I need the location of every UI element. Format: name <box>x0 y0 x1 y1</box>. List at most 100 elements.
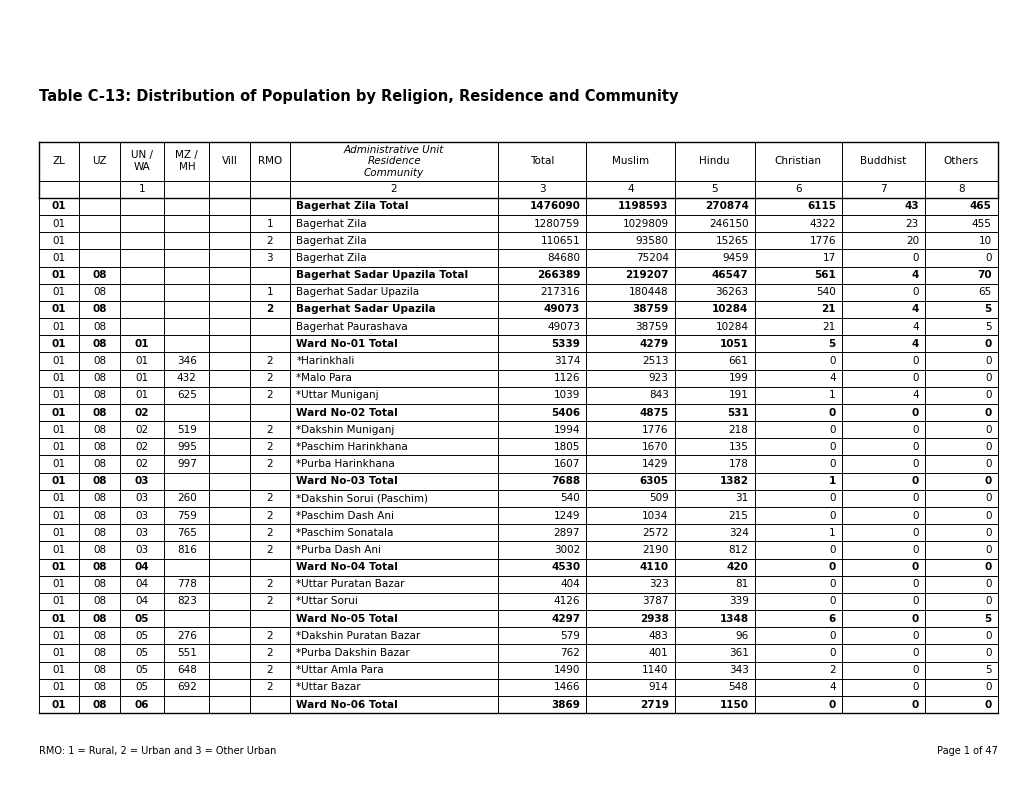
Text: 2513: 2513 <box>642 356 668 366</box>
Text: 0: 0 <box>912 356 918 366</box>
Text: 625: 625 <box>176 390 197 400</box>
Text: 455: 455 <box>971 218 990 229</box>
Text: Hindu: Hindu <box>699 156 730 166</box>
Text: 2897: 2897 <box>553 528 580 537</box>
Text: 0: 0 <box>912 682 918 693</box>
Text: 135: 135 <box>728 442 748 452</box>
Text: 260: 260 <box>176 493 197 504</box>
Text: 0: 0 <box>912 579 918 589</box>
Text: 4530: 4530 <box>550 562 580 572</box>
Text: 270874: 270874 <box>704 202 748 211</box>
Text: 1490: 1490 <box>553 665 580 675</box>
Text: 816: 816 <box>176 545 197 555</box>
Text: 4279: 4279 <box>639 339 668 349</box>
Text: 0: 0 <box>984 579 990 589</box>
Text: 1476090: 1476090 <box>529 202 580 211</box>
Text: 20: 20 <box>905 236 918 246</box>
Text: 759: 759 <box>176 511 197 521</box>
Text: 2: 2 <box>266 511 273 521</box>
Text: 0: 0 <box>828 493 836 504</box>
Text: 1429: 1429 <box>642 459 668 469</box>
Text: 0: 0 <box>912 288 918 297</box>
Text: 08: 08 <box>93 374 106 383</box>
Text: 778: 778 <box>176 579 197 589</box>
Text: 997: 997 <box>176 459 197 469</box>
Text: 21: 21 <box>822 322 836 332</box>
Text: 0: 0 <box>912 425 918 435</box>
Text: *Uttar Sorui: *Uttar Sorui <box>296 597 358 607</box>
Text: 01: 01 <box>52 493 65 504</box>
Text: Administrative Unit
Residence
Community: Administrative Unit Residence Community <box>343 145 444 178</box>
Text: 324: 324 <box>728 528 748 537</box>
Text: 0: 0 <box>984 425 990 435</box>
Text: Ward No-06 Total: Ward No-06 Total <box>296 700 397 709</box>
Text: 01: 01 <box>52 665 65 675</box>
Text: 579: 579 <box>559 631 580 641</box>
Text: 4: 4 <box>911 390 918 400</box>
Text: 0: 0 <box>984 597 990 607</box>
Text: 5406: 5406 <box>550 407 580 418</box>
Text: 110651: 110651 <box>540 236 580 246</box>
Text: 1126: 1126 <box>553 374 580 383</box>
Text: 3: 3 <box>538 184 545 195</box>
Text: 0: 0 <box>828 648 836 658</box>
Text: 1: 1 <box>828 390 836 400</box>
Text: 0: 0 <box>984 648 990 658</box>
Text: 2: 2 <box>266 545 273 555</box>
Text: 323: 323 <box>648 579 668 589</box>
Text: 01: 01 <box>135 339 149 349</box>
Text: 01: 01 <box>52 631 65 641</box>
Text: 0: 0 <box>828 442 836 452</box>
Text: 17: 17 <box>822 253 836 263</box>
Text: 03: 03 <box>136 511 149 521</box>
Text: 923: 923 <box>648 374 668 383</box>
Text: 2: 2 <box>266 356 273 366</box>
Text: *Purba Harinkhana: *Purba Harinkhana <box>296 459 394 469</box>
Text: *Harinkhali: *Harinkhali <box>296 356 355 366</box>
Text: 7688: 7688 <box>550 476 580 486</box>
Text: 3174: 3174 <box>553 356 580 366</box>
Text: *Dakshin Puratan Bazar: *Dakshin Puratan Bazar <box>296 631 420 641</box>
Text: 01: 01 <box>52 562 66 572</box>
Text: 08: 08 <box>93 631 106 641</box>
Text: 0: 0 <box>911 700 918 709</box>
Text: 0: 0 <box>912 493 918 504</box>
Text: 1140: 1140 <box>642 665 668 675</box>
Text: 05: 05 <box>136 682 149 693</box>
Text: *Purba Dash Ani: *Purba Dash Ani <box>296 545 381 555</box>
Text: Bagerhat Sadar Upazila: Bagerhat Sadar Upazila <box>296 288 419 297</box>
Text: 6305: 6305 <box>639 476 668 486</box>
Text: 01: 01 <box>52 322 65 332</box>
Text: 08: 08 <box>93 356 106 366</box>
Text: *Purba Dakshin Bazar: *Purba Dakshin Bazar <box>296 648 410 658</box>
Text: *Dakshin Sorui (Paschim): *Dakshin Sorui (Paschim) <box>296 493 428 504</box>
Text: 0: 0 <box>828 545 836 555</box>
Text: 765: 765 <box>176 528 197 537</box>
Text: 0: 0 <box>828 597 836 607</box>
Text: 0: 0 <box>912 528 918 537</box>
Text: 0: 0 <box>828 459 836 469</box>
Text: 01: 01 <box>52 700 66 709</box>
Text: 02: 02 <box>136 459 149 469</box>
Text: 401: 401 <box>648 648 668 658</box>
Text: 93580: 93580 <box>635 236 668 246</box>
Text: 465: 465 <box>969 202 990 211</box>
Text: 540: 540 <box>815 288 836 297</box>
Text: 0: 0 <box>984 390 990 400</box>
Text: 03: 03 <box>136 545 149 555</box>
Text: 08: 08 <box>92 614 107 623</box>
Text: 5: 5 <box>984 322 990 332</box>
Text: *Malo Para: *Malo Para <box>296 374 352 383</box>
Text: 08: 08 <box>93 442 106 452</box>
Text: Bagerhat Zila Total: Bagerhat Zila Total <box>296 202 409 211</box>
Text: 9459: 9459 <box>721 253 748 263</box>
Text: 2: 2 <box>266 682 273 693</box>
Text: 70: 70 <box>976 270 990 280</box>
Text: 1051: 1051 <box>718 339 748 349</box>
Text: 0: 0 <box>983 476 990 486</box>
Text: 0: 0 <box>912 442 918 452</box>
Text: 6: 6 <box>827 614 836 623</box>
Text: 0: 0 <box>984 493 990 504</box>
Text: 4: 4 <box>627 184 633 195</box>
Text: Bagerhat Paurashava: Bagerhat Paurashava <box>296 322 408 332</box>
